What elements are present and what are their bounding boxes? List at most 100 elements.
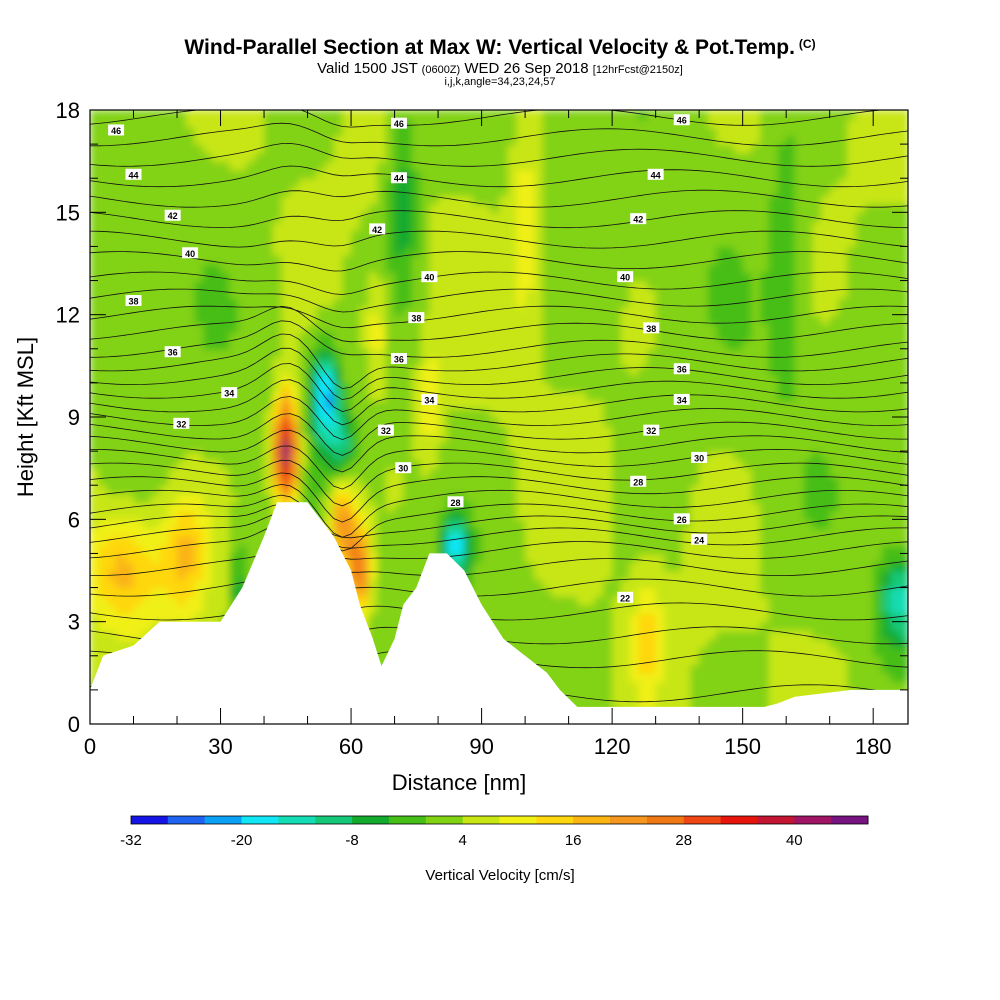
velocity-cell — [507, 536, 518, 546]
velocity-cell — [568, 672, 579, 683]
velocity-cell — [272, 127, 283, 137]
velocity-cell — [307, 203, 318, 214]
velocity-cell — [403, 476, 413, 486]
velocity-cell — [646, 570, 657, 580]
velocity-cell — [525, 382, 535, 393]
velocity-cell — [351, 212, 361, 222]
velocity-cell — [551, 442, 561, 452]
velocity-cell — [568, 357, 579, 367]
velocity-cell — [568, 323, 579, 333]
velocity-cell — [690, 544, 700, 555]
velocity-cell — [124, 579, 135, 589]
velocity-cell — [681, 681, 692, 691]
velocity-cell — [664, 306, 674, 316]
velocity-cell — [612, 485, 622, 495]
velocity-cell — [168, 382, 178, 393]
velocity-cell — [325, 408, 335, 418]
velocity-cell — [255, 417, 265, 427]
velocity-cell — [429, 442, 439, 452]
velocity-cell — [412, 365, 422, 376]
velocity-cell — [559, 399, 570, 410]
velocity-cell — [107, 638, 117, 648]
velocity-cell — [211, 493, 222, 504]
velocity-cell — [90, 417, 100, 427]
velocity-cell — [377, 118, 387, 128]
velocity-cell — [499, 169, 509, 179]
velocity-cell — [542, 493, 552, 504]
velocity-cell — [403, 425, 413, 435]
velocity-cell — [681, 579, 692, 589]
velocity-cell — [525, 203, 535, 214]
velocity-cell — [394, 442, 405, 452]
velocity-cell — [255, 493, 265, 504]
velocity-cell — [603, 493, 613, 504]
velocity-cell — [377, 596, 387, 606]
velocity-cell — [620, 681, 631, 691]
velocity-cell — [551, 374, 561, 384]
velocity-cell — [211, 459, 222, 469]
velocity-cell — [150, 152, 161, 162]
velocity-cell — [133, 468, 143, 478]
velocity-cell — [246, 331, 257, 341]
velocity-cell — [203, 408, 213, 418]
velocity-cell — [272, 280, 283, 290]
velocity-cell — [98, 212, 109, 222]
velocity-cell — [220, 110, 230, 120]
velocity-cell — [612, 417, 622, 427]
velocity-cell — [150, 408, 161, 418]
velocity-cell — [229, 127, 239, 137]
velocity-cell — [629, 587, 639, 597]
velocity-cell — [159, 553, 170, 563]
velocity-cell — [359, 442, 370, 452]
velocity-cell — [420, 382, 431, 393]
velocity-cell — [481, 391, 492, 401]
velocity-cell — [107, 306, 117, 316]
velocity-cell — [246, 323, 257, 333]
velocity-cell — [351, 110, 361, 120]
velocity-cell — [586, 297, 596, 307]
velocity-cell — [185, 152, 196, 162]
velocity-cell — [98, 169, 109, 179]
velocity-cell — [490, 374, 500, 384]
velocity-cell — [116, 186, 126, 197]
velocity-cell — [203, 280, 213, 290]
velocity-cell — [646, 604, 657, 614]
velocity-cell — [629, 536, 639, 546]
velocity-cell — [142, 434, 152, 444]
velocity-cell — [133, 178, 143, 188]
velocity-cell — [133, 110, 143, 120]
velocity-cell — [499, 587, 509, 597]
velocity-cell — [359, 357, 370, 367]
velocity-cell — [629, 306, 639, 316]
velocity-cell — [681, 255, 692, 265]
velocity-cell — [385, 510, 396, 521]
velocity-cell — [264, 425, 274, 435]
velocity-cell — [255, 451, 265, 461]
velocity-cell — [620, 280, 631, 290]
velocity-cell — [98, 502, 109, 512]
velocity-cell — [516, 306, 526, 316]
velocity-cell — [290, 127, 300, 137]
velocity-cell — [150, 493, 161, 504]
velocity-cell — [655, 510, 666, 521]
velocity-cell — [237, 169, 248, 179]
velocity-cell — [316, 382, 326, 393]
velocity-cell — [594, 272, 605, 282]
velocity-cell — [533, 417, 544, 427]
velocity-cell — [342, 297, 352, 307]
velocity-cell — [394, 493, 405, 504]
velocity-cell — [472, 553, 483, 563]
velocity-cell — [342, 553, 352, 563]
velocity-cell — [542, 562, 552, 572]
velocity-cell — [177, 255, 187, 265]
velocity-cell — [551, 348, 561, 359]
velocity-cell — [646, 519, 657, 529]
velocity-cell — [351, 348, 361, 359]
velocity-cell — [516, 493, 526, 504]
velocity-cell — [281, 442, 291, 452]
velocity-cell — [673, 195, 683, 205]
velocity-cell — [133, 630, 143, 640]
velocity-cell — [533, 306, 544, 316]
velocity-cell — [664, 417, 674, 427]
velocity-cell — [133, 152, 143, 162]
